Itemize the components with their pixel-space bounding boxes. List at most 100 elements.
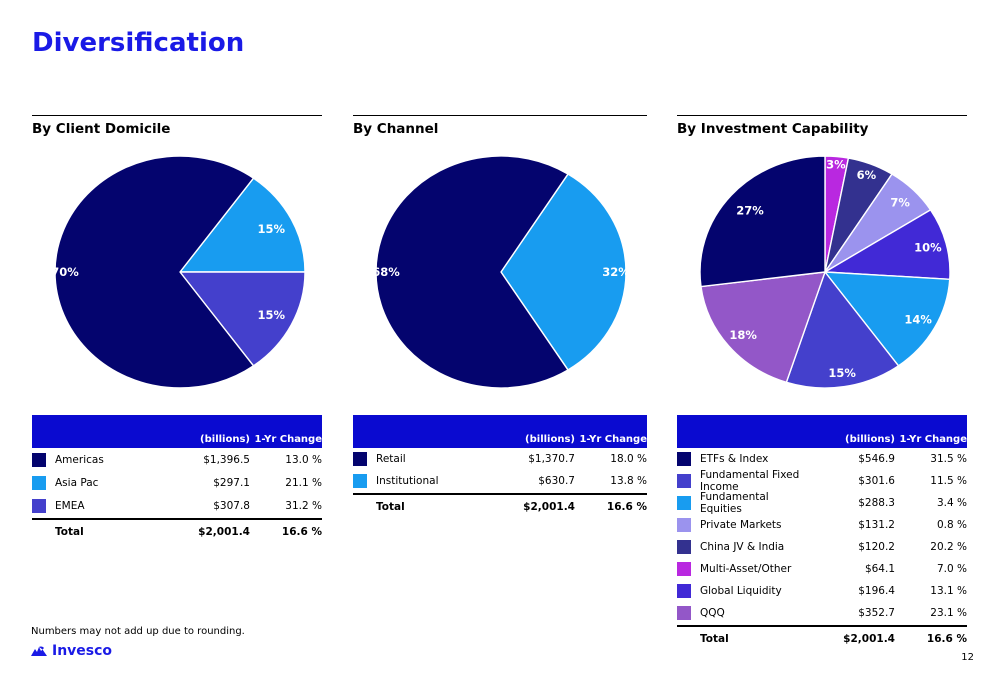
total-value: $2,001.4 — [843, 633, 895, 645]
row-change: 7.0 % — [936, 563, 967, 575]
total-label: Total — [700, 633, 729, 645]
row-value: $196.4 — [858, 585, 895, 597]
table-header: (billions) 1-Yr Change — [677, 415, 967, 448]
section-title-investment-capability: By Investment Capability — [677, 121, 869, 137]
section-title-client-domicile: By Client Domicile — [32, 121, 171, 137]
table-row: China JV & India $120.2 20.2 % — [677, 536, 967, 558]
row-change: 31.2 % — [285, 499, 322, 512]
row-value: $1,396.5 — [203, 453, 250, 466]
pie-slice — [785, 271, 900, 389]
row-label: Retail — [376, 453, 406, 465]
section-divider — [32, 115, 322, 116]
table-row: Fundamental Fixed Income $301.6 11.5 % — [677, 469, 967, 493]
pie-slice-label: 3% — [826, 158, 846, 172]
table-row: Global Liquidity $196.4 13.1 % — [677, 580, 967, 602]
legend-swatch — [677, 562, 691, 576]
row-change: 3.4 % — [936, 497, 967, 509]
footnote: Numbers may not add up due to rounding. — [31, 626, 245, 637]
total-value: $2,001.4 — [198, 526, 250, 538]
billions-column-header: (billions) — [200, 434, 250, 445]
pie-slice — [699, 155, 826, 288]
total-separator — [32, 518, 322, 520]
pie-slice — [700, 271, 826, 384]
legend-swatch — [677, 496, 691, 510]
legend-swatch — [677, 606, 691, 620]
row-change: 20.2 % — [930, 541, 967, 553]
pie-slice-label: 15% — [258, 308, 286, 322]
section-channel: By Channel 32% 68% (billions) 1-Yr Change… — [353, 115, 647, 513]
table-row: QQQ $352.7 23.1 % — [677, 602, 967, 624]
row-value: $352.7 — [858, 607, 895, 619]
row-value: $301.6 — [858, 475, 895, 487]
pie-slice-label: 32% — [602, 265, 630, 279]
total-value: $2,001.4 — [523, 501, 575, 513]
pie-slice-label: 68% — [372, 265, 400, 279]
pie-slice-label: 70% — [51, 265, 79, 279]
row-value: $64.1 — [864, 563, 895, 575]
table-row: Multi-Asset/Other $64.1 7.0 % — [677, 558, 967, 580]
table-row: Private Markets $131.2 0.8 % — [677, 514, 967, 536]
total-row: Total $2,001.4 16.6 % — [353, 495, 647, 519]
row-value: $288.3 — [858, 497, 895, 509]
section-divider — [677, 115, 967, 116]
row-change: 23.1 % — [930, 607, 967, 619]
row-value: $297.1 — [213, 476, 250, 489]
total-change: 16.6 % — [606, 501, 647, 513]
table-row: Retail $1,370.7 18.0 % — [353, 448, 647, 470]
total-row: Total $2,001.4 16.6 % — [32, 520, 322, 544]
pie-slice — [179, 271, 306, 367]
row-label: Asia Pac — [55, 476, 99, 489]
legend-swatch — [677, 540, 691, 554]
section-divider — [353, 115, 647, 116]
legend-swatch — [677, 452, 691, 466]
page-number: 12 — [961, 652, 974, 663]
legend-swatch — [32, 452, 46, 467]
total-change: 16.6 % — [281, 526, 322, 538]
row-change: 21.1 % — [285, 476, 322, 489]
row-change: 18.0 % — [610, 453, 647, 465]
legend-swatch — [677, 518, 691, 532]
section-title-channel: By Channel — [353, 121, 439, 137]
row-label: Multi-Asset/Other — [700, 563, 792, 575]
change-column-header: 1-Yr Change — [254, 433, 322, 445]
row-label: Global Liquidity — [700, 585, 782, 597]
pie-chart-channel: 32% 68% — [353, 153, 647, 391]
pie-slice — [375, 155, 569, 389]
pie-slice — [54, 155, 255, 389]
row-label: Fundamental Fixed Income — [700, 469, 800, 493]
row-change: 11.5 % — [930, 475, 967, 487]
table-row: Institutional $630.7 13.8 % — [353, 470, 647, 492]
billions-column-header: (billions) — [845, 434, 895, 445]
row-value: $546.9 — [858, 453, 895, 465]
pie-chart-investment-capability: 3% 6% 7% 10% 14% 15% 18% 27% — [677, 153, 967, 391]
row-label: Fundamental Equities — [700, 491, 769, 515]
change-column-header: 1-Yr Change — [899, 433, 967, 445]
pie-slice-label: 14% — [904, 313, 932, 327]
table-investment-capability: (billions) 1-Yr Change ETFs & Index $546.… — [677, 415, 967, 651]
table-row: Asia Pac $297.1 21.1 % — [32, 471, 322, 494]
row-label: China JV & India — [700, 541, 785, 553]
pie-slice-label: 15% — [258, 222, 286, 236]
row-label: Institutional — [376, 475, 439, 487]
row-change: 13.1 % — [930, 585, 967, 597]
total-change: 16.6 % — [926, 633, 967, 645]
pie-slice-label: 15% — [828, 366, 856, 380]
total-label: Total — [55, 526, 84, 538]
row-change: 13.0 % — [285, 453, 322, 466]
row-value: $1,370.7 — [528, 453, 575, 465]
table-row: ETFs & Index $546.9 31.5 % — [677, 448, 967, 470]
page-title: Diversification — [32, 28, 245, 58]
pie-slice-label: 10% — [914, 241, 942, 255]
brand-name: Invesco — [52, 643, 113, 659]
row-label: QQQ — [700, 607, 725, 619]
pie-slice-label: 18% — [729, 328, 757, 342]
total-label: Total — [376, 501, 405, 513]
legend-swatch — [353, 474, 367, 488]
row-label: EMEA — [55, 499, 85, 512]
table-header: (billions) 1-Yr Change — [353, 415, 647, 448]
table-header: (billions) 1-Yr Change — [32, 415, 322, 448]
brand-logo: Invesco — [30, 643, 112, 659]
row-label: ETFs & Index — [700, 453, 769, 465]
table-row: Americas $1,396.5 13.0 % — [32, 448, 322, 471]
row-value: $307.8 — [213, 499, 250, 512]
